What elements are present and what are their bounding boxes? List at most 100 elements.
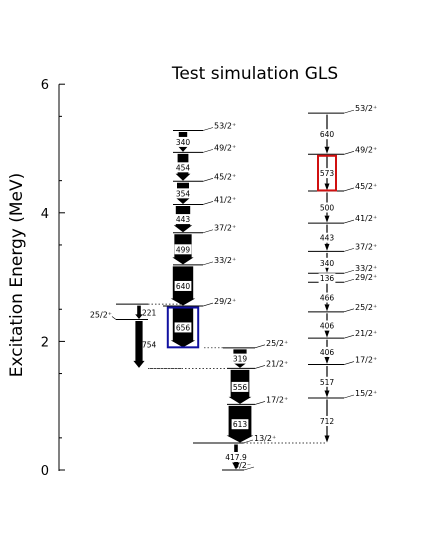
level-label-leader: [343, 278, 355, 283]
level-label-leader: [202, 127, 214, 131]
transition-energy-label: 443: [320, 234, 335, 243]
transition-energy-label: 340: [176, 138, 191, 147]
transition-label-bg: [174, 136, 192, 147]
y-tick-label: 0: [41, 464, 49, 479]
transition-energy-label: 221: [142, 308, 157, 317]
transition-energy-label: 406: [320, 322, 335, 331]
transition-energy-label: 517: [320, 378, 335, 387]
chart-title: Test simulation GLS: [171, 64, 338, 84]
transition-arrow: [135, 305, 143, 320]
level-label-leader: [343, 334, 355, 339]
level-spin-label: 21/2⁺: [355, 329, 377, 338]
transition-energy-label: 443: [176, 215, 191, 224]
levels-layer: 53/2⁺49/2⁺45/2⁺41/2⁺37/2⁺33/2⁺29/2⁺25/2⁺…: [90, 104, 377, 471]
transition-label-bg: [174, 280, 192, 291]
transition-arrow-head: [324, 146, 330, 154]
transition-arrow-head: [324, 183, 330, 191]
transition-arrow-head: [324, 215, 330, 223]
transition-label-bg: [174, 214, 192, 225]
transition-energy-label: 613: [233, 420, 248, 429]
level-spin-label: 33/2⁺: [355, 264, 377, 273]
transition-label-bg: [318, 376, 336, 387]
transition-label-bg: [318, 273, 336, 284]
y-axis-label: Excitation Energy (MeV): [7, 173, 27, 378]
transition-energy-label: 640: [320, 130, 335, 139]
transition-energy-label: 754: [142, 340, 157, 349]
level-label-leader: [343, 109, 355, 114]
level-spin-label: 17/2⁺: [355, 356, 377, 365]
transition-energy-label: 573: [320, 169, 335, 178]
level-spin-label: 49/2⁺: [214, 143, 236, 152]
transition-energy-label: 500: [320, 204, 335, 213]
transition-label-bg: [174, 188, 192, 199]
transition-label-bg: [231, 419, 249, 430]
level-spin-label: 37/2⁺: [214, 224, 236, 233]
level-label-leader: [202, 261, 214, 266]
highlight-box: [166, 306, 200, 349]
transition-arrow-head: [324, 243, 330, 251]
level-spin-label: 29/2⁺: [214, 297, 236, 306]
level-label-leader: [343, 187, 355, 192]
transition-arrow-head: [324, 330, 330, 338]
transition-energy-label: 466: [320, 294, 335, 303]
transition-energy-label: 319: [233, 355, 248, 364]
level-spin-label: 25/2⁺: [90, 311, 112, 320]
highlight-layer: [166, 154, 337, 349]
level-spin-label: 13/2⁺: [254, 434, 276, 443]
level-label-leader: [343, 150, 355, 155]
y-axis: 0 2 4 6: [41, 78, 65, 479]
transition-arrow-head: [324, 390, 330, 398]
transition-arrow: [133, 321, 145, 368]
level-label-leader: [202, 201, 214, 205]
transition-label-bg: [174, 322, 192, 333]
level-label-leader: [343, 361, 355, 365]
level-spin-label: 29/2⁺: [355, 273, 377, 282]
level-spin-label: 37/2⁺: [355, 242, 377, 251]
level-label-leader: [343, 394, 355, 399]
transition-arrow-head: [324, 357, 330, 365]
level-label-leader: [202, 149, 214, 153]
transition-energy-label: 656: [176, 323, 191, 332]
level-spin-label: 33/2⁺: [214, 256, 236, 265]
highlight-box: [317, 154, 337, 192]
transition-label-bg: [223, 451, 249, 462]
y-tick-label: 2: [41, 335, 49, 350]
level-spin-label: 53/2⁺: [355, 104, 377, 113]
level-spin-label: 41/2⁺: [355, 214, 377, 223]
transition-label-bg: [174, 162, 192, 173]
level-spin-label: 21/2⁺: [266, 359, 288, 368]
transition-arrow-head: [324, 435, 330, 443]
level-spin-label: 25/2⁺: [355, 303, 377, 312]
transition-label-bg: [318, 202, 336, 213]
level-spin-label: 17/2⁺: [266, 395, 288, 404]
level-spin-label: 49/2⁺: [355, 145, 377, 154]
y-tick-label: 4: [41, 207, 49, 222]
level-label-leader: [202, 302, 214, 307]
transition-label-bg: [318, 232, 336, 243]
transition-label-bg: [318, 415, 336, 426]
transition-energy-label: 556: [233, 383, 248, 392]
level-spin-label: 45/2⁺: [214, 172, 236, 181]
level-spin-label: 15/2⁺: [355, 389, 377, 398]
transition-label-bg: [318, 257, 336, 268]
transition-energy-label: 712: [320, 417, 335, 426]
level-label-leader: [243, 466, 255, 471]
transition-energy-label: 406: [320, 348, 335, 357]
transition-energy-label: 499: [176, 245, 191, 254]
transition-label-bg: [231, 381, 249, 392]
level-label-leader: [202, 178, 214, 182]
transition-label-bg: [318, 320, 336, 331]
transition-label-bg: [318, 292, 336, 303]
transition-energy-label: 354: [176, 189, 191, 198]
y-tick-label: 6: [41, 78, 49, 93]
transition-energy-label: 417.9: [225, 453, 247, 462]
level-label-leader: [242, 439, 254, 444]
level-label-leader: [254, 344, 266, 349]
level-label-leader: [111, 316, 117, 320]
level-label-leader: [202, 229, 214, 234]
transition-arrow-head: [324, 304, 330, 312]
level-spin-label: 5/2⁻: [234, 461, 251, 470]
level-label-leader: [254, 401, 266, 405]
transition-label-bg: [231, 353, 249, 364]
